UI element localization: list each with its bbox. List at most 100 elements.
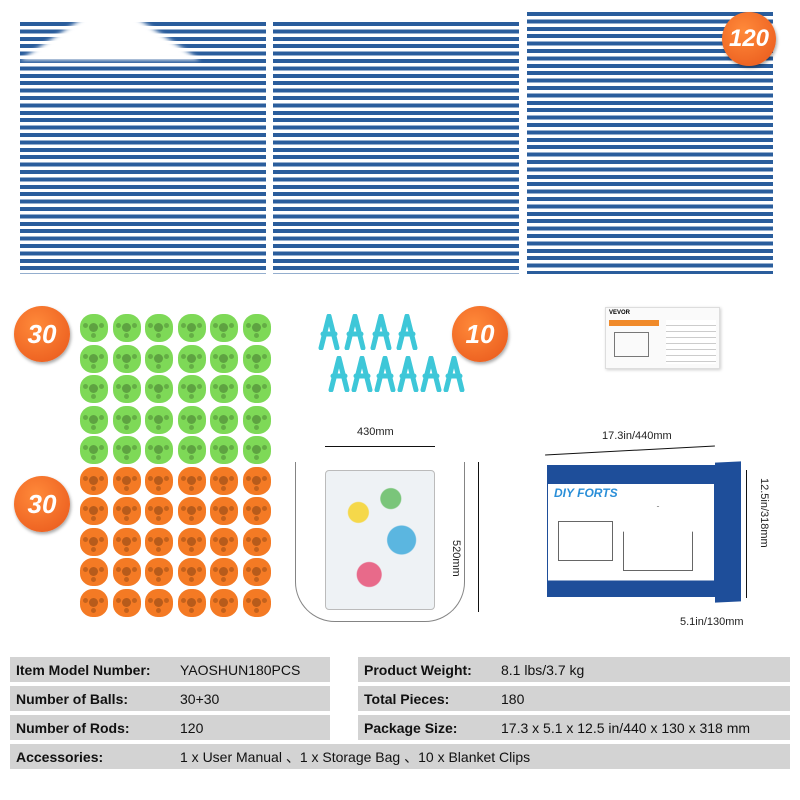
- product-box: DIY FORTS: [547, 465, 715, 597]
- orange-ball: [80, 497, 108, 525]
- spec-row-package-size: Package Size: 17.3 x 5.1 x 12.5 in/440 x …: [358, 715, 790, 740]
- orange-ball: [242, 527, 271, 556]
- green-ball: [112, 436, 141, 464]
- blanket-clip: [344, 313, 366, 351]
- green-ball: [80, 375, 108, 403]
- green-ball: [242, 405, 271, 434]
- orange-ball: [80, 558, 108, 586]
- green-balls-count-badge: 30: [14, 306, 70, 362]
- rods-count-badge: 120: [722, 12, 776, 66]
- green-ball: [242, 375, 271, 403]
- orange-ball: [210, 497, 238, 525]
- storage-bag: [325, 470, 435, 610]
- green-ball: [177, 314, 206, 342]
- orange-ball: [112, 558, 141, 586]
- green-ball: [145, 314, 173, 342]
- green-ball: [210, 344, 238, 373]
- bag-width-label: 430mm: [357, 426, 394, 438]
- balls-grid: [72, 310, 271, 630]
- green-ball: [145, 375, 173, 403]
- green-ball: [112, 314, 141, 342]
- orange-ball: [112, 588, 141, 617]
- green-ball: [177, 405, 206, 434]
- spec-row-model: Item Model Number: YAOSHUN180PCS: [10, 657, 330, 682]
- green-ball: [210, 436, 238, 464]
- green-ball: [145, 436, 173, 464]
- green-ball: [112, 405, 141, 434]
- green-ball: [145, 405, 173, 434]
- green-ball: [177, 436, 206, 464]
- orange-ball: [177, 466, 206, 495]
- blanket-clip: [443, 355, 465, 393]
- blanket-clip: [374, 355, 396, 393]
- orange-ball: [112, 466, 141, 495]
- bag-drawstring: [295, 462, 465, 622]
- bag-height-arrow: [478, 462, 479, 612]
- blanket-clip: [396, 313, 418, 351]
- orange-ball: [242, 588, 271, 617]
- orange-ball: [210, 527, 238, 556]
- orange-ball: [80, 466, 108, 495]
- orange-ball: [242, 466, 271, 495]
- green-ball: [80, 405, 108, 434]
- orange-ball: [80, 527, 108, 556]
- blanket-clip: [318, 313, 340, 351]
- manual-brand: VEVOR: [609, 310, 631, 316]
- box-length-arrow: [545, 445, 715, 456]
- blanket-clip: [328, 355, 350, 393]
- blanket-clip: [351, 355, 373, 393]
- green-ball: [210, 314, 238, 342]
- green-ball: [242, 314, 271, 342]
- blanket-clip: [397, 355, 419, 393]
- orange-ball: [145, 588, 173, 617]
- orange-ball: [210, 558, 238, 586]
- green-ball: [177, 344, 206, 373]
- box-brand: DIY FORTS: [554, 486, 618, 500]
- box-depth-label: 5.1in/130mm: [680, 616, 744, 628]
- blanket-clips: [318, 312, 465, 394]
- rods-bundle-middle: [273, 22, 519, 274]
- box-height-label: 12.5in/318mm: [758, 478, 770, 548]
- box-length-label: 17.3in/440mm: [602, 430, 672, 442]
- green-ball: [80, 436, 108, 464]
- orange-ball: [177, 558, 206, 586]
- clips-count-badge: 10: [452, 306, 508, 362]
- spec-row-balls: Number of Balls: 30+30: [10, 686, 330, 711]
- orange-ball: [112, 527, 141, 556]
- green-ball: [80, 314, 108, 342]
- orange-ball: [242, 558, 271, 586]
- green-ball: [112, 375, 141, 403]
- orange-ball: [242, 497, 271, 525]
- orange-ball: [145, 466, 173, 495]
- green-ball: [210, 375, 238, 403]
- orange-balls-count-badge: 30: [14, 476, 70, 532]
- green-ball: [177, 375, 206, 403]
- spec-row-weight: Product Weight: 8.1 lbs/3.7 kg: [358, 657, 790, 682]
- orange-ball: [145, 558, 173, 586]
- spec-row-rods: Number of Rods: 120: [10, 715, 330, 740]
- orange-ball: [145, 497, 173, 525]
- spec-row-pieces: Total Pieces: 180: [358, 686, 790, 711]
- product-box-side: [715, 461, 741, 603]
- green-ball: [112, 344, 141, 373]
- orange-ball: [80, 588, 108, 617]
- orange-ball: [177, 588, 206, 617]
- spec-row-accessories: Accessories: 1 x User Manual 、1 x Storage…: [10, 744, 790, 769]
- green-ball: [80, 344, 108, 373]
- rods-bundle-left: [20, 22, 266, 274]
- white-corner: [20, 0, 200, 60]
- orange-ball: [112, 497, 141, 525]
- orange-ball: [210, 466, 238, 495]
- box-height-arrow: [746, 470, 747, 598]
- blanket-clip: [370, 313, 392, 351]
- blanket-clip: [420, 355, 442, 393]
- green-ball: [145, 344, 173, 373]
- user-manual: VEVOR: [605, 307, 720, 369]
- orange-ball: [210, 588, 238, 617]
- bag-width-arrow: [325, 446, 435, 447]
- green-ball: [210, 405, 238, 434]
- green-ball: [242, 436, 271, 464]
- orange-ball: [177, 527, 206, 556]
- orange-ball: [177, 497, 206, 525]
- orange-ball: [145, 527, 173, 556]
